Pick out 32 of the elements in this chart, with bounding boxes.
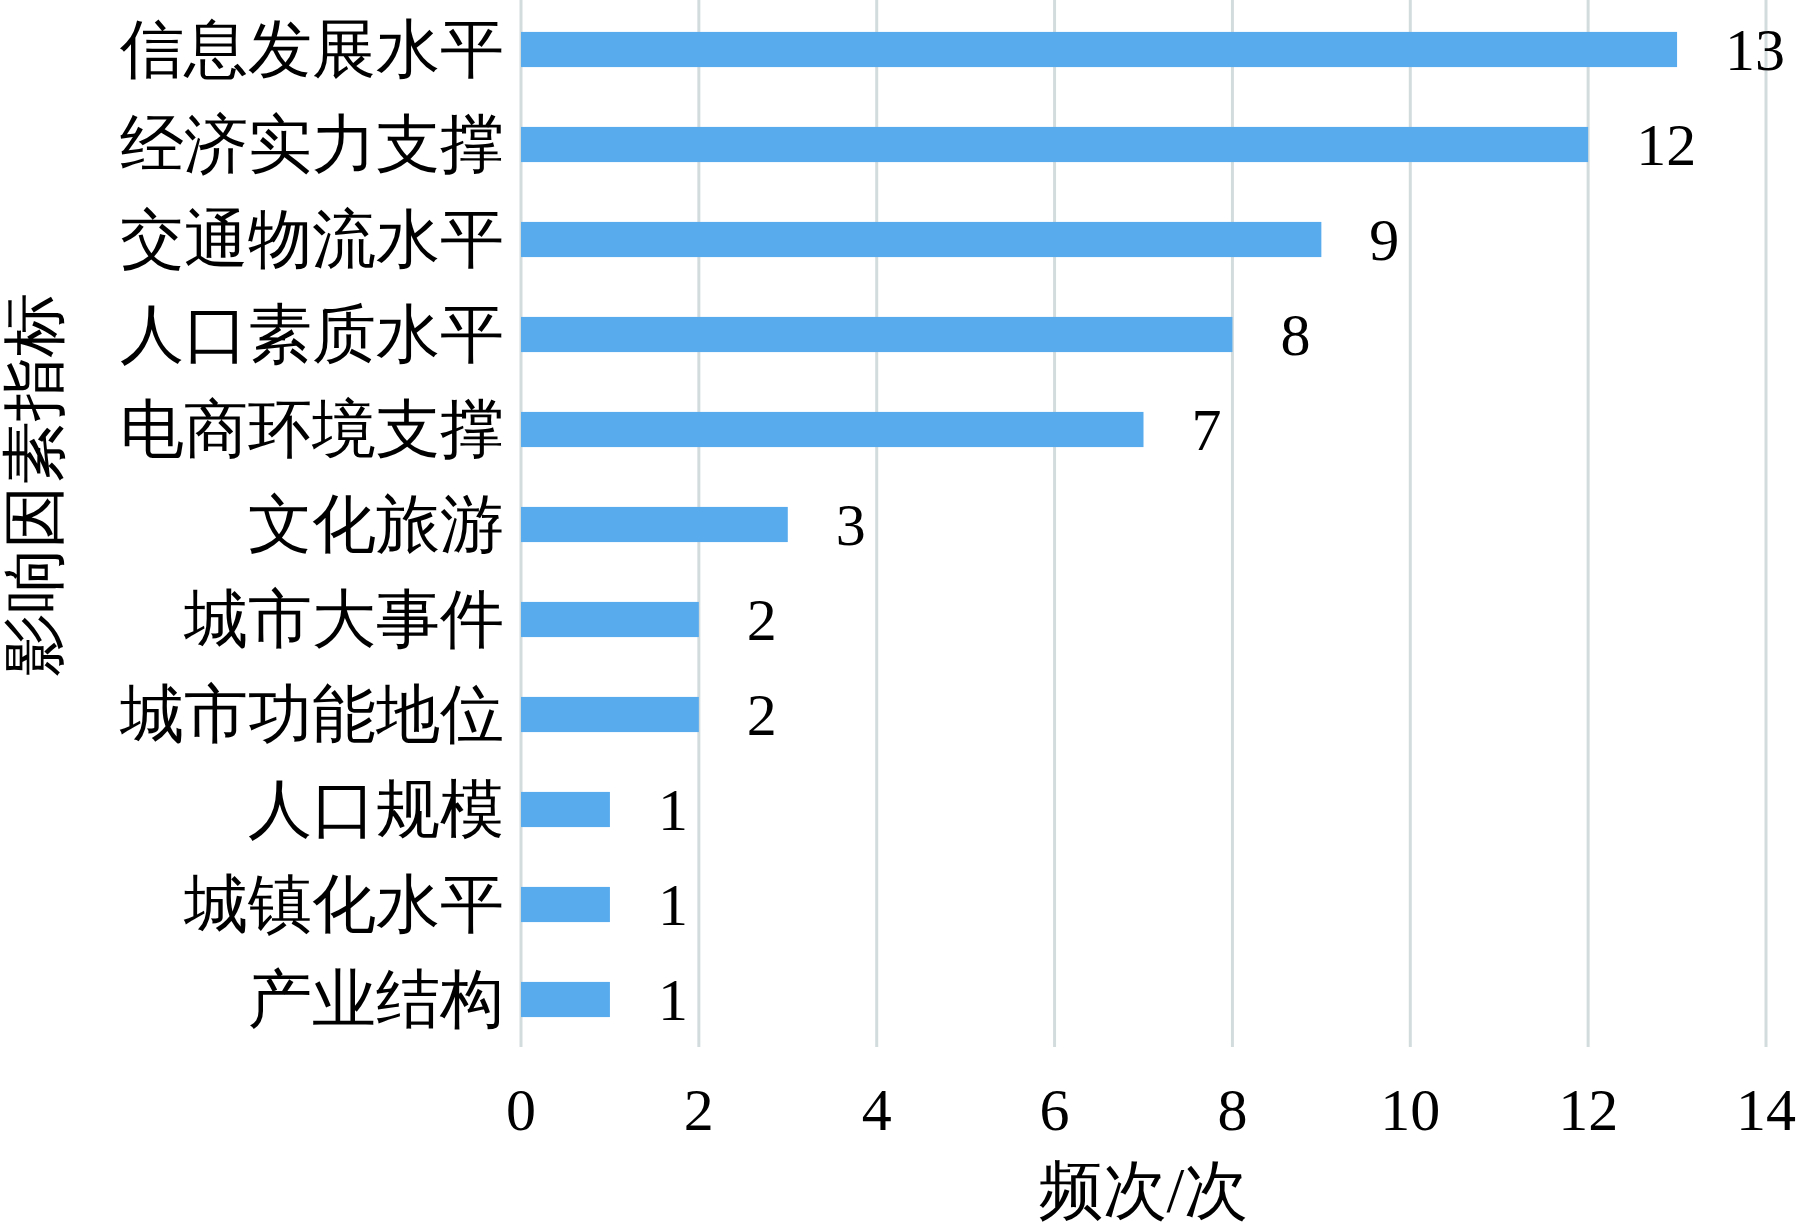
data-label: 1 xyxy=(657,871,688,938)
x-tick-label: 6 xyxy=(1039,1077,1070,1143)
y-tick-label: 城市功能地位 xyxy=(119,679,504,750)
y-tick-label: 人口规模 xyxy=(248,774,504,845)
x-axis-title: 频次/次 xyxy=(1038,1154,1249,1225)
x-tick-label: 0 xyxy=(506,1077,536,1143)
y-tick-label: 信息发展水平 xyxy=(120,14,504,85)
x-tick-label: 14 xyxy=(1736,1077,1796,1143)
y-tick-label: 产业结构 xyxy=(248,964,504,1035)
y-tick-label: 电商环境支撑 xyxy=(120,394,504,465)
data-label: 7 xyxy=(1191,396,1222,463)
y-tick-label: 交通物流水平 xyxy=(120,204,504,275)
data-label: 2 xyxy=(746,681,777,748)
y-tick-label: 经济实力支撑 xyxy=(120,109,504,180)
data-label: 12 xyxy=(1636,111,1697,178)
data-label: 3 xyxy=(835,491,866,558)
x-tick-label: 8 xyxy=(1217,1077,1248,1143)
y-tick-label: 人口素质水平 xyxy=(120,299,504,370)
y-tick-label: 文化旅游 xyxy=(248,489,504,560)
data-label: 1 xyxy=(657,776,688,843)
x-tick-label: 2 xyxy=(683,1077,714,1143)
y-axis-title: 影响因素指标 xyxy=(0,293,70,677)
data-label: 9 xyxy=(1369,206,1400,273)
data-label: 13 xyxy=(1725,16,1786,83)
data-label: 8 xyxy=(1280,301,1311,368)
y-tick-label: 城镇化水平 xyxy=(183,869,504,940)
data-label: 2 xyxy=(746,586,777,653)
x-tick-label: 12 xyxy=(1558,1077,1619,1143)
x-tick-label: 10 xyxy=(1380,1077,1441,1143)
y-tick-label: 城市大事件 xyxy=(183,584,504,655)
data-label: 1 xyxy=(657,966,688,1033)
x-tick-label: 4 xyxy=(861,1077,892,1143)
